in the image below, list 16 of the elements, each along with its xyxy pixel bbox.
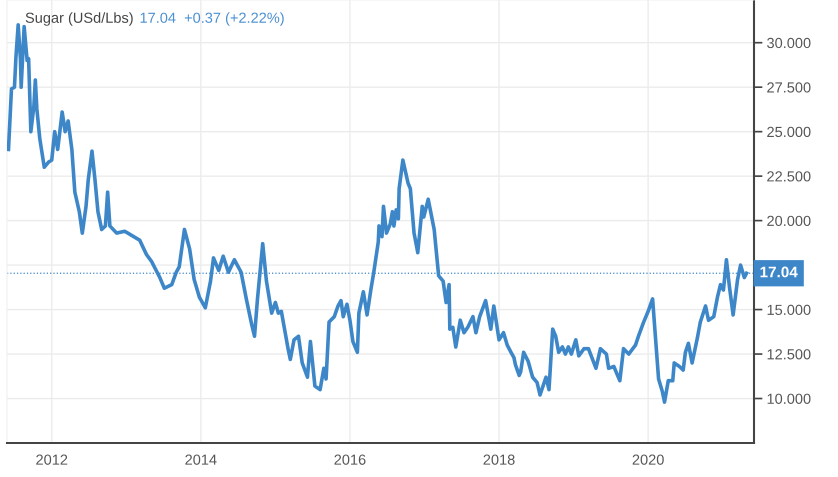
text: 17.04 +0.37 (+2.22%) xyxy=(140,12,284,26)
y-tick-label: 12.500 xyxy=(768,349,811,360)
y-tick-label: 15.000 xyxy=(768,304,811,315)
y-tick-label: 30.000 xyxy=(767,38,811,48)
y-tick-label: 22.500 xyxy=(767,171,811,182)
text: Sugar (USd/Lbs) xyxy=(26,12,133,26)
y-tick-label: 10.000 xyxy=(768,394,811,404)
x-tick-label: 2018 xyxy=(484,454,515,465)
x-tick-label: 2014 xyxy=(185,454,217,465)
x-tick-label: 2012 xyxy=(36,454,68,465)
y-tick-label: 27.500 xyxy=(767,82,811,93)
y-tick-label: 20.000 xyxy=(767,216,811,226)
ref-line-label: 17.04 xyxy=(760,266,798,278)
x-tick-label: 2020 xyxy=(632,454,664,465)
y-tick-label: 25.000 xyxy=(767,126,811,138)
x-tick-label: 2016 xyxy=(334,454,366,465)
